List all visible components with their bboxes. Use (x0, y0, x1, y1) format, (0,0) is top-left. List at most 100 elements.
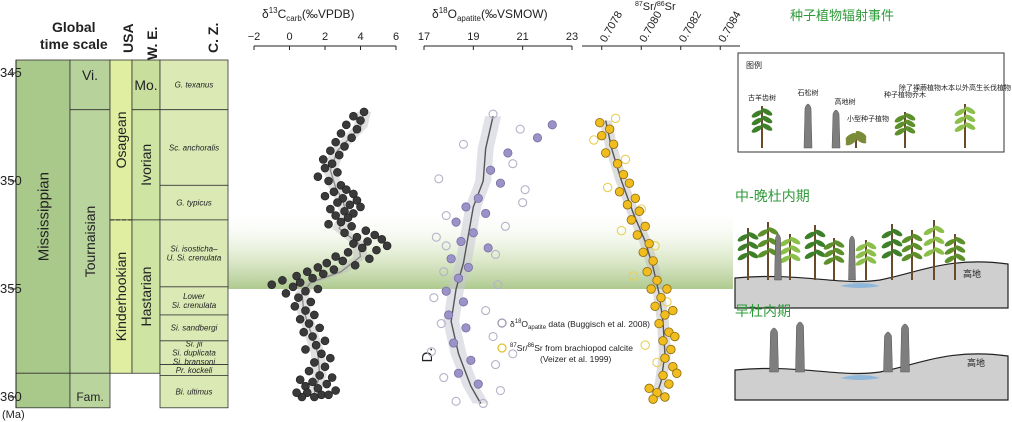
landscape-tree-leaf (865, 241, 877, 250)
carbon-point (336, 217, 346, 227)
landscape-tree-leaf (779, 247, 791, 255)
landscape-pillar (774, 233, 782, 281)
strontium-filled-point (612, 159, 623, 169)
landscape-tree-leaf (804, 251, 816, 259)
landscape-tree-leaf (804, 241, 816, 250)
carbon-point (333, 168, 342, 177)
carbon-point (359, 107, 369, 117)
carbon-point (288, 282, 298, 292)
landscape-tree-leaf (923, 227, 935, 236)
oxygen-filled-point (473, 193, 483, 203)
oxygen-filled-point (547, 120, 557, 130)
oxygen-open-point (520, 185, 530, 195)
carbon-point (370, 230, 380, 240)
strontium-trend-line (605, 120, 666, 400)
carbon-point (352, 124, 362, 134)
zone-label: Si. crenulata (172, 301, 217, 310)
legend-seed-tree-leaf (894, 121, 906, 130)
oxygen-filled-point (461, 202, 471, 212)
zone-label: Si. sandbergi (171, 324, 218, 333)
carbon-point (315, 323, 324, 333)
landscape-tree-leaf (779, 239, 791, 247)
age-tick-label: 345 (0, 65, 22, 80)
oxygen-open-point (439, 373, 449, 383)
epoch-label: Vi. (82, 67, 98, 83)
strontium-filled-point (656, 292, 666, 303)
carbon-point (320, 163, 330, 173)
oxygen-open-point (434, 174, 444, 184)
landscape-tree-leaf (789, 253, 801, 261)
landscape-tree-leaf (865, 256, 877, 264)
landscape-tree-leaf (814, 249, 826, 257)
legend-marker-strontium (497, 343, 507, 353)
carbon-point (281, 289, 291, 298)
carbon-point (326, 146, 335, 156)
strontium-open-point (652, 357, 662, 368)
carbon-point (331, 211, 340, 220)
strontium-filled-point (642, 267, 652, 277)
landscape-tree-leaf (944, 247, 956, 255)
epoch-cell (69, 59, 111, 111)
upland-label-lower: 高地 (967, 357, 985, 368)
landscape-tree-leaf (901, 235, 913, 244)
zone-label: Si. bransoni (173, 358, 215, 367)
oxygen-filled-point (453, 368, 464, 378)
carbon-point (308, 332, 317, 341)
carbon-point (306, 297, 316, 307)
carbon-point (308, 273, 317, 283)
carbon-point (382, 241, 392, 251)
landscape-tree-leaf (855, 258, 867, 266)
landscape-tree-leaf (881, 230, 893, 239)
carbon-point (343, 213, 353, 223)
oxygen-open-point (458, 139, 469, 149)
landscape-tree-leaf (757, 229, 769, 237)
mid-late-tournaisian-label: 中-晚杜内期 (735, 189, 810, 205)
strontium-tick-label: 0.7082 (677, 9, 704, 44)
oxygen-open-point (481, 306, 491, 316)
oxygen-tick-label: 21 (517, 31, 529, 43)
carbon-point (341, 185, 351, 194)
landscape-tree-leaf (747, 232, 759, 240)
carbon-point (324, 176, 333, 186)
carbon-point (334, 150, 344, 160)
header-we: W. E. (144, 27, 160, 60)
oxygen-filled-point (449, 338, 459, 348)
carbon-point (310, 392, 319, 402)
carbon-point (357, 243, 367, 253)
strontium-filled-point (632, 230, 643, 240)
landscape-tree-leaf (933, 236, 945, 244)
oxygen-x-axis: 17 19 21 23 (418, 31, 578, 50)
oxygen-filled-point (458, 297, 469, 307)
landscape-tree-leaf (757, 239, 769, 248)
strontium-open-point (616, 225, 627, 236)
zone-label: Lower (183, 292, 205, 301)
oxygen-open-point (431, 232, 441, 242)
period-cell (15, 59, 71, 374)
strontium-filled-point (668, 305, 678, 316)
strontium-tick-label: 0.7080 (637, 9, 664, 44)
oxygen-filled-point (446, 254, 456, 264)
we-stage-column: Mo. Ivorian Hastarian (131, 59, 161, 374)
oxygen-points (426, 109, 557, 409)
legend-tree-archaeopteris-leaf (751, 117, 763, 126)
carbon-point (313, 263, 323, 272)
zone-label: Bi. ultimus (176, 387, 213, 396)
zone-label: Si. duplicata (172, 349, 216, 358)
carbon-axis-title: δ13Ccarb(‰VPDB) (262, 6, 355, 23)
landscape-tree-leaf (954, 237, 966, 245)
carbon-point (363, 237, 372, 246)
zone-label: Sc. anchoralis (169, 143, 219, 152)
strontium-filled-point (644, 238, 654, 249)
legend-tree-archaeopteris-leaf (751, 110, 763, 118)
carbon-point (333, 198, 342, 207)
landscape-pillar (769, 327, 779, 373)
water-pool (840, 283, 880, 288)
landscape-tree-leaf (814, 229, 826, 238)
carbon-isotope-plot: δ13Ccarb(‰VPDB) −2 0 2 4 6 (248, 6, 399, 402)
carbon-point (313, 284, 323, 294)
strontium-tick-label: 0.7078 (598, 9, 625, 44)
strontium-filled-point (646, 284, 656, 294)
carbon-point (329, 187, 339, 197)
